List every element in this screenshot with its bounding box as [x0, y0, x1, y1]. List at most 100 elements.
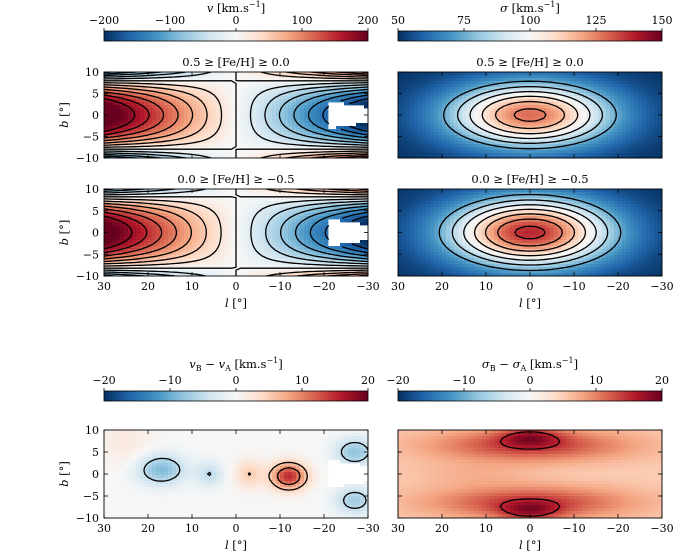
contour-level	[451, 199, 609, 266]
x-tick-label: −20	[312, 280, 335, 293]
y-tick-label: −10	[76, 152, 99, 165]
contour-lines	[443, 80, 617, 150]
contour-level	[349, 97, 368, 133]
contour-level	[463, 204, 597, 261]
contour-level	[143, 441, 368, 510]
x-tick-label: 10	[185, 280, 199, 293]
contour-level	[497, 218, 563, 247]
colorbar-tick-label: 150	[652, 14, 673, 27]
y-tick-label: 5	[92, 88, 99, 101]
x-tick-label: 0	[527, 280, 534, 293]
x-tick-label: 10	[479, 522, 493, 535]
colorbar-tick-label: −100	[155, 14, 185, 27]
colorbar-tick-label: 20	[655, 374, 669, 387]
x-tick-label: 30	[97, 522, 111, 535]
x-tick-label: −30	[356, 522, 379, 535]
colorbar-tick-label: 50	[391, 14, 405, 27]
colorbar-tick-label: 125	[586, 14, 607, 27]
contour-lines	[104, 189, 368, 276]
y-tick-label: 10	[85, 424, 99, 437]
x-axis-label: l [°]	[225, 296, 247, 310]
colorbar-label: v [km.s−1]	[207, 0, 265, 15]
y-tick-label: 0	[92, 468, 99, 481]
contour-level	[276, 467, 301, 486]
contour-level	[481, 95, 579, 135]
y-tick-label: −10	[76, 270, 99, 283]
contour-level	[514, 225, 546, 240]
x-tick-label: −20	[606, 522, 629, 535]
x-tick-label: 0	[233, 522, 240, 535]
contour-level	[322, 94, 368, 136]
contour-level	[104, 215, 133, 250]
colorbar-label: vB − vA [km.s−1]	[189, 356, 283, 373]
x-tick-label: 30	[391, 522, 405, 535]
colorbar-tick-label: 100	[292, 14, 313, 27]
x-tick-label: −20	[606, 280, 629, 293]
y-tick-label: 5	[92, 446, 99, 459]
panel-title: 0.0 ≥ [Fe/H] ≥ −0.5	[471, 172, 588, 186]
colorbar	[103, 30, 369, 42]
contour-level	[104, 189, 368, 276]
y-tick-label: −5	[83, 490, 99, 503]
contour-level	[247, 461, 308, 491]
colorbar-tick-label: 0	[527, 374, 534, 387]
x-tick-label: −10	[268, 522, 291, 535]
y-tick-label: 0	[92, 227, 99, 240]
x-axis-label: l [°]	[225, 538, 247, 552]
contour-level	[443, 80, 617, 150]
x-tick-label: 10	[185, 522, 199, 535]
contour-level	[309, 208, 368, 257]
contour-lines	[499, 431, 561, 517]
x-tick-label: −10	[268, 280, 291, 293]
contour-level	[469, 90, 591, 140]
y-tick-label: 10	[85, 183, 99, 196]
x-tick-label: 30	[97, 280, 111, 293]
x-tick-label: 0	[527, 522, 534, 535]
contour-level	[351, 215, 368, 250]
contour-level	[104, 72, 368, 158]
contour-level	[513, 108, 547, 122]
x-tick-label: −10	[562, 522, 585, 535]
contour-level	[104, 97, 136, 133]
contour-level	[499, 431, 561, 517]
colorbar-label: σ [km.s−1]	[500, 0, 560, 15]
contour-level	[104, 189, 368, 276]
contour-lines	[104, 72, 368, 158]
colorbar-label: σB − σA [km.s−1]	[482, 356, 578, 373]
y-tick-label: 5	[92, 205, 99, 218]
x-tick-label: −30	[650, 280, 673, 293]
x-tick-label: 30	[391, 280, 405, 293]
colorbar-tick-label: −20	[386, 374, 409, 387]
colorbar-tick-label: 100	[520, 14, 541, 27]
contour-level	[104, 208, 163, 257]
colorbar-tick-label: 0	[233, 14, 240, 27]
contour-level	[104, 72, 368, 158]
contour-level	[438, 193, 622, 272]
y-axis-label: b [°]	[57, 220, 71, 246]
x-tick-label: 20	[141, 280, 155, 293]
y-tick-label: 10	[85, 66, 99, 79]
heatmap	[104, 72, 369, 159]
heatmap	[398, 72, 663, 159]
x-tick-label: 20	[435, 522, 449, 535]
x-tick-label: −10	[562, 280, 585, 293]
colorbar-tick-label: −200	[89, 14, 119, 27]
x-tick-label: 20	[435, 280, 449, 293]
x-tick-label: −30	[356, 280, 379, 293]
colorbar-tick-label: 10	[295, 374, 309, 387]
x-axis-label: l [°]	[519, 538, 541, 552]
contour-level	[473, 208, 587, 257]
y-tick-label: −5	[83, 248, 99, 261]
colorbar	[103, 390, 369, 402]
colorbar-tick-label: 10	[589, 374, 603, 387]
contour-level	[104, 94, 150, 136]
contour-lines	[438, 193, 622, 272]
y-axis-label: b [°]	[57, 102, 71, 128]
y-axis-label: b [°]	[57, 461, 71, 487]
heatmap	[398, 189, 663, 277]
colorbar-tick-label: −20	[92, 374, 115, 387]
colorbar-tick-label: −10	[158, 374, 181, 387]
colorbar-tick-label: 20	[361, 374, 375, 387]
contour-level	[456, 86, 604, 144]
